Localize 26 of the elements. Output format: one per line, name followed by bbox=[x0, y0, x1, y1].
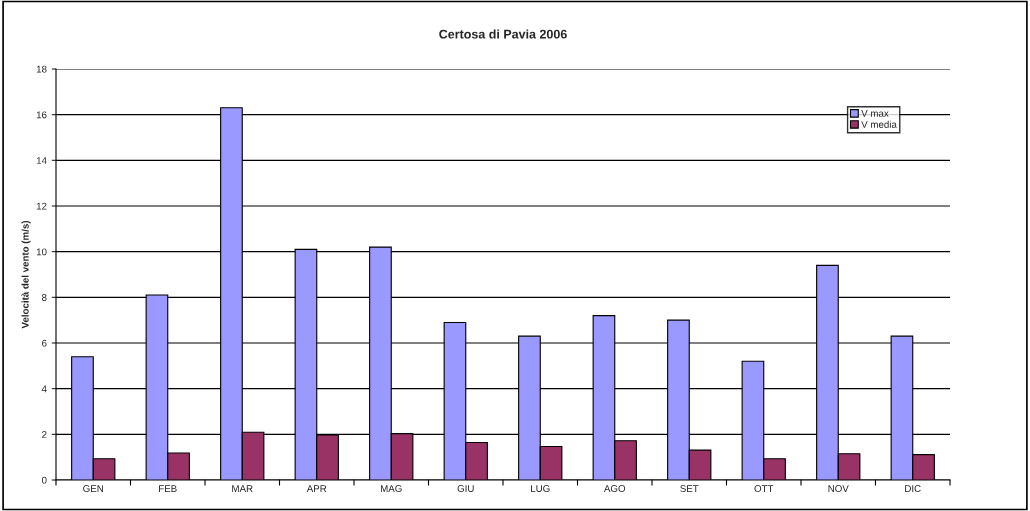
x-tick-label: APR bbox=[306, 485, 327, 492]
x-tick-label: GEN bbox=[83, 485, 103, 492]
y-tick-label: 4 bbox=[41, 385, 47, 393]
x-tick-label: LUG bbox=[531, 485, 550, 492]
x-tick-label: MAR bbox=[232, 485, 253, 492]
x-tick-label: NOV bbox=[828, 485, 849, 492]
y-tick-label: 2 bbox=[42, 431, 47, 438]
legend-label: V media bbox=[861, 120, 897, 128]
legend-label: V max bbox=[861, 110, 889, 117]
x-tick-label: SET bbox=[680, 485, 699, 492]
y-tick-label: 8 bbox=[41, 294, 47, 301]
y-tick-label: 12 bbox=[36, 202, 47, 210]
x-tick-label: GIU bbox=[457, 485, 474, 492]
x-tick-label: AGO bbox=[603, 485, 626, 492]
y-axis-title: Velocità del vento (m/s) bbox=[21, 220, 31, 329]
x-tick-label: MAG bbox=[380, 485, 402, 492]
x-tick-label: FEB bbox=[159, 485, 177, 492]
y-tick-label: 18 bbox=[36, 65, 47, 73]
y-tick-label: 14 bbox=[36, 157, 47, 164]
x-tick-label: OTT bbox=[754, 485, 774, 492]
y-tick-label: 16 bbox=[36, 111, 47, 119]
y-tick-label: 10 bbox=[36, 248, 47, 256]
chart-title: Certosa di Pavia 2006 bbox=[439, 29, 567, 39]
x-tick-label: DIC bbox=[905, 485, 921, 492]
y-tick-label: 6 bbox=[42, 339, 47, 347]
y-tick-label: 0 bbox=[41, 476, 47, 484]
